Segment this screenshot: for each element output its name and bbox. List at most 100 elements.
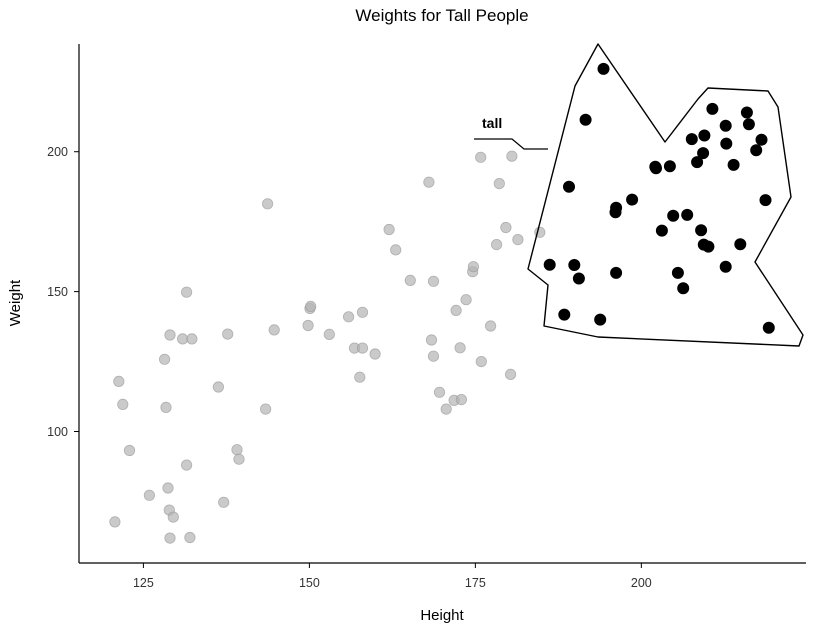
tall-point-33 bbox=[740, 106, 753, 119]
other-point-56 bbox=[500, 221, 512, 234]
y-axis-label: Weight bbox=[7, 279, 24, 326]
tall-point-31 bbox=[727, 158, 740, 171]
tall-point-17 bbox=[671, 266, 684, 279]
other-point-13 bbox=[181, 286, 193, 298]
other-point-20 bbox=[231, 444, 243, 456]
tall-point-14 bbox=[655, 224, 668, 237]
other-point-55 bbox=[493, 178, 505, 190]
tall-point-27 bbox=[706, 102, 719, 115]
tall-point-25 bbox=[698, 129, 711, 142]
tall-point-11 bbox=[626, 193, 639, 206]
chart-title: Weights for Tall People bbox=[355, 6, 528, 25]
other-point-47 bbox=[455, 393, 467, 406]
other-point-3 bbox=[123, 444, 136, 457]
tall-point-35 bbox=[750, 144, 763, 157]
other-point-7 bbox=[162, 482, 174, 494]
other-point-29 bbox=[342, 311, 355, 323]
tall-point-4 bbox=[572, 272, 585, 285]
tall-point-37 bbox=[759, 194, 772, 207]
x-axis-ticks: 125 150 175 200 bbox=[133, 563, 652, 590]
tall-point-38 bbox=[762, 321, 775, 334]
other-point-51 bbox=[475, 151, 487, 163]
other-point-10 bbox=[164, 329, 176, 341]
other-point-18 bbox=[218, 496, 230, 508]
other-point-11 bbox=[167, 511, 179, 523]
other-point-5 bbox=[159, 353, 171, 365]
other-point-19 bbox=[222, 328, 234, 340]
tall-point-5 bbox=[579, 113, 592, 126]
other-point-35 bbox=[383, 223, 395, 236]
other-point-59 bbox=[512, 234, 524, 246]
other-point-54 bbox=[490, 239, 503, 251]
other-point-31 bbox=[354, 371, 366, 383]
x-tick-label-150: 150 bbox=[299, 576, 320, 590]
x-axis-label: Height bbox=[420, 607, 464, 624]
tall-point-3 bbox=[568, 258, 581, 271]
other-point-2 bbox=[117, 398, 129, 410]
other-point-16 bbox=[186, 333, 198, 345]
other-point-23 bbox=[261, 198, 274, 210]
other-point-57 bbox=[504, 368, 517, 380]
tall-annotation-hull bbox=[527, 43, 804, 347]
other-point-38 bbox=[423, 176, 435, 188]
tall-point-7 bbox=[597, 62, 610, 75]
other-point-36 bbox=[390, 244, 402, 256]
other-point-32 bbox=[356, 306, 369, 318]
other-point-15 bbox=[184, 531, 196, 544]
y-tick-label-200: 200 bbox=[47, 145, 68, 159]
tall-point-6 bbox=[594, 313, 607, 326]
other-point-6 bbox=[160, 401, 172, 413]
other-point-48 bbox=[460, 294, 472, 306]
tall-point-28 bbox=[719, 119, 732, 132]
tall-point-1 bbox=[558, 308, 571, 321]
tall-point-22 bbox=[695, 224, 708, 237]
y-tick-label-150: 150 bbox=[47, 285, 68, 299]
tall-point-23 bbox=[697, 147, 710, 160]
other-point-25 bbox=[302, 319, 314, 332]
tall-point-26 bbox=[702, 240, 715, 253]
other-point-0 bbox=[109, 516, 121, 528]
x-tick-label-175: 175 bbox=[465, 576, 486, 590]
points-other-group bbox=[109, 150, 546, 544]
other-point-46 bbox=[454, 342, 466, 354]
other-point-1 bbox=[113, 375, 125, 387]
other-point-43 bbox=[440, 403, 452, 415]
points-tall-group bbox=[543, 62, 775, 334]
other-point-33 bbox=[356, 342, 369, 354]
other-point-42 bbox=[433, 386, 446, 398]
other-point-27 bbox=[305, 300, 317, 312]
other-point-14 bbox=[181, 459, 193, 471]
other-point-12 bbox=[177, 333, 189, 345]
tall-point-32 bbox=[734, 238, 747, 251]
tall-point-0 bbox=[543, 258, 556, 271]
tall-annotation-connector bbox=[474, 138, 548, 150]
other-point-34 bbox=[369, 348, 381, 360]
other-point-17 bbox=[212, 381, 224, 393]
other-point-52 bbox=[475, 355, 487, 368]
tall-point-30 bbox=[720, 137, 733, 150]
other-point-24 bbox=[268, 324, 280, 336]
tall-point-29 bbox=[719, 260, 732, 273]
other-point-22 bbox=[259, 403, 272, 415]
tall-point-20 bbox=[685, 133, 698, 146]
other-point-37 bbox=[404, 274, 416, 286]
other-point-39 bbox=[425, 334, 438, 346]
y-tick-label-100: 100 bbox=[47, 425, 68, 439]
other-point-21 bbox=[233, 453, 245, 465]
tall-annotation-label: tall bbox=[482, 115, 502, 131]
y-axis-ticks: 100 150 200 bbox=[47, 145, 79, 439]
tall-point-13 bbox=[650, 162, 663, 175]
other-point-9 bbox=[164, 532, 176, 544]
x-tick-label-125: 125 bbox=[133, 576, 154, 590]
other-point-28 bbox=[323, 328, 335, 340]
other-point-50 bbox=[467, 261, 479, 273]
tall-point-2 bbox=[563, 180, 576, 193]
tall-point-21 bbox=[691, 156, 704, 169]
tall-point-9 bbox=[610, 201, 623, 214]
x-tick-label-200: 200 bbox=[631, 576, 652, 590]
other-point-45 bbox=[450, 304, 462, 316]
tall-point-10 bbox=[610, 266, 623, 279]
other-point-4 bbox=[143, 489, 155, 501]
other-point-41 bbox=[427, 275, 440, 287]
